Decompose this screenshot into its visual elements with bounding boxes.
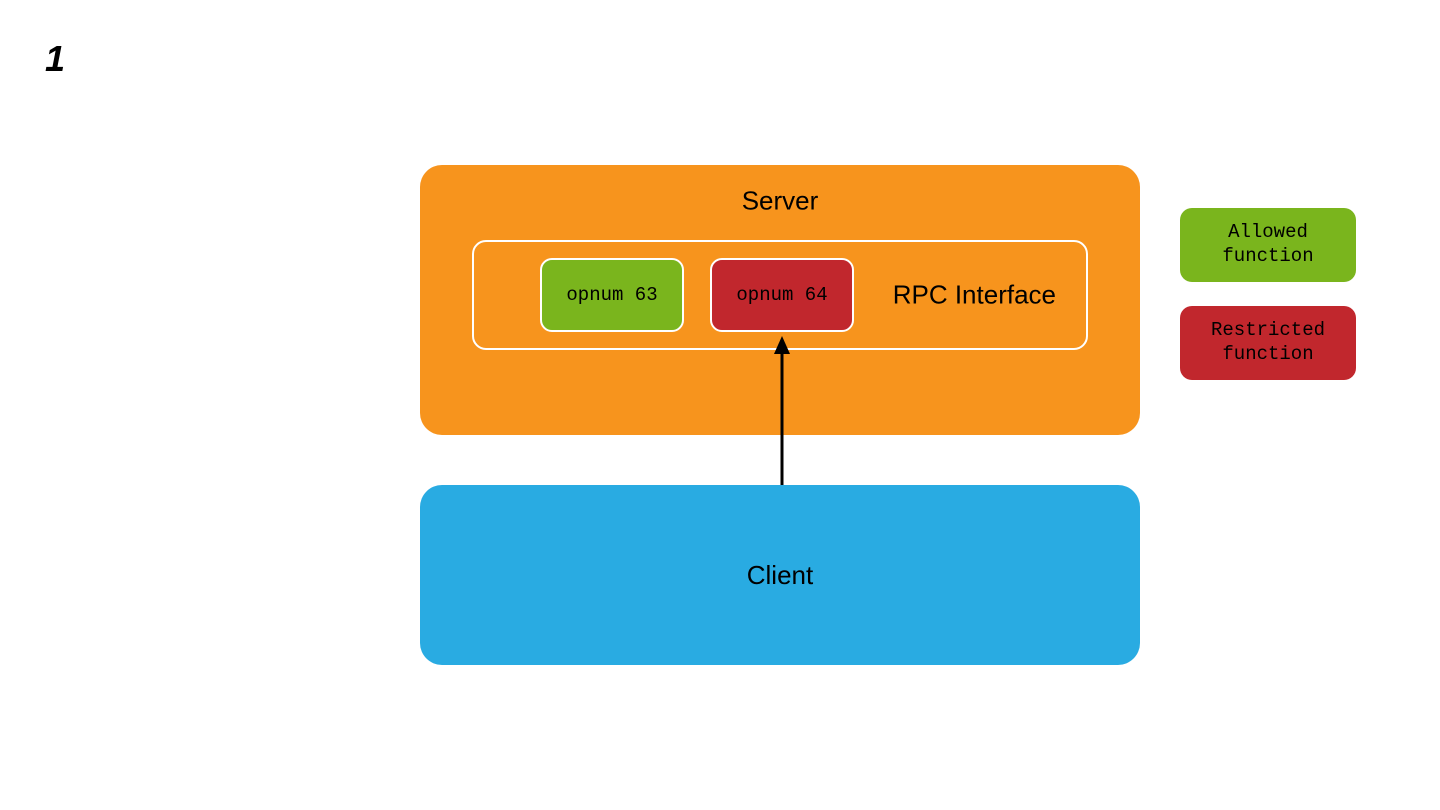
client-to-opnum64-arrow [766,318,798,503]
opnum-63-label: opnum 63 [566,284,657,306]
legend-allowed-line1: Allowed [1222,221,1313,245]
client-box: Client [420,485,1140,665]
client-label: Client [747,560,813,591]
opnum-63-box: opnum 63 [540,258,684,332]
page-number: 1 [45,38,65,80]
legend-restricted-line2: function [1211,343,1325,367]
legend-allowed-line2: function [1222,245,1313,269]
legend-restricted-line1: Restricted [1211,319,1325,343]
legend-restricted-function: Restricted function [1180,306,1356,380]
legend-allowed-function: Allowed function [1180,208,1356,282]
rpc-interface-label: RPC Interface [893,280,1056,311]
server-label: Server [742,186,819,217]
opnum-64-label: opnum 64 [736,284,827,306]
